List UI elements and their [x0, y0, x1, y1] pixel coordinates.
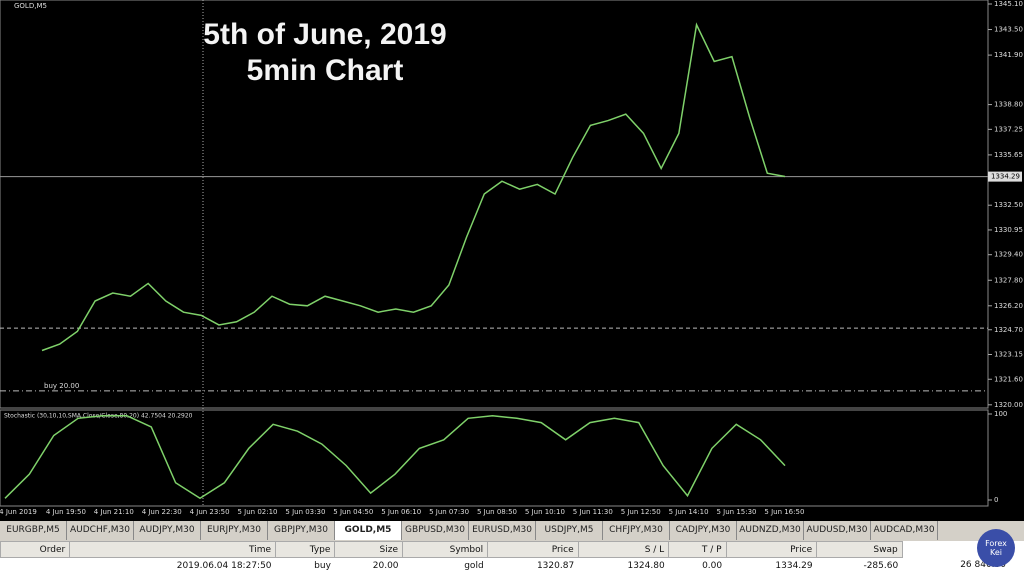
y-tick-label: 1341.90	[994, 51, 1023, 59]
tab[interactable]: AUDCAD,M30	[871, 521, 938, 540]
y-tick-label: 100	[994, 410, 1007, 418]
tab[interactable]: USDJPY,M5	[536, 521, 603, 540]
column-header: T / P	[668, 541, 727, 558]
column-header: Size	[334, 541, 404, 558]
logo-text: Kei	[990, 548, 1002, 557]
x-tick-label: 4 Jun 22:30	[142, 508, 182, 516]
overlay-subtitle: 5min Chart	[247, 54, 404, 87]
x-tick-label: 5 Jun 15:30	[716, 508, 756, 516]
table-cell: 26 840.00	[960, 560, 1006, 571]
x-tick-label: 5 Jun 06:10	[381, 508, 421, 516]
column-header: Price	[725, 541, 818, 558]
stoch-line	[4, 414, 786, 500]
table-cell	[1, 558, 70, 574]
x-tick-label: 5 Jun 11:30	[573, 508, 613, 516]
x-tick-label: 5 Jun 03:30	[285, 508, 325, 516]
table-cell: 20.00	[372, 560, 399, 571]
price-box	[988, 171, 1022, 182]
x-tick-label: 5 Jun 12:50	[621, 508, 661, 516]
y-tick-label: 1324.70	[994, 326, 1023, 334]
table-cell: gold	[464, 560, 484, 571]
x-tick-label: 5 Jun 10:10	[525, 508, 565, 516]
tab[interactable]: AUDCHF,M30	[67, 521, 134, 540]
table-cell: 2019.06.04 18:27:50	[176, 560, 272, 571]
x-tick-label: 5 Jun 14:10	[669, 508, 709, 516]
y-tick-label: 1332.50	[994, 201, 1023, 209]
overlay-title: 5th of June, 2019	[203, 18, 446, 51]
y-tick-label: 1321.60	[994, 375, 1023, 383]
tab[interactable]: CADJPY,M30	[670, 521, 737, 540]
y-tick-label: 1326.20	[994, 302, 1023, 310]
y-tick-label: 1320.00	[994, 401, 1023, 409]
column-header: Time	[69, 541, 277, 558]
y-tick-label: 1323.15	[994, 351, 1023, 359]
tab-bar: EURGBP,M5 AUDCHF,M30 AUDJPY,M30 EURJPY,M30 G…	[0, 521, 1024, 541]
y-tick-label: 1327.80	[994, 276, 1023, 284]
x-tick-label: 4 Jun 19:50	[46, 508, 86, 516]
tab[interactable]: EURJPY,M30	[201, 521, 268, 540]
x-tick-label: 4 Jun 2019	[0, 508, 37, 516]
price-line	[41, 22, 786, 352]
column-header: Order	[0, 541, 71, 558]
x-tick-label: 5 Jun 07:30	[429, 508, 469, 516]
y-tick-label: 1337.25	[994, 125, 1023, 133]
tab[interactable]: GBPJPY,M30	[268, 521, 335, 540]
main-panel	[0, 0, 989, 409]
x-tick-label: 5 Jun 16:50	[764, 508, 804, 516]
tab[interactable]: EURUSD,M30	[469, 521, 536, 540]
table-cell: -285.60	[863, 560, 899, 571]
y-tick-label: 1343.50	[994, 26, 1023, 34]
y-tick-label: 1335.65	[994, 151, 1023, 159]
table-row: 2019.06.04 18:27:50 buy 20.00 gold 1320.87 13…	[1, 558, 1011, 574]
logo: Forex Kei	[977, 529, 1015, 567]
column-header: Type	[275, 541, 336, 558]
tab[interactable]: CHFJPY,M30	[603, 521, 670, 540]
logo-text: Forex	[985, 539, 1007, 548]
tab[interactable]: AUDNZD,M30	[737, 521, 804, 540]
column-header: Swap	[816, 541, 903, 558]
x-tick-label: 5 Jun 08:50	[477, 508, 517, 516]
table-cell: buy	[314, 560, 331, 571]
table-cell: 1334.29	[775, 560, 813, 571]
current-price: 1334.29	[991, 173, 1020, 181]
tab[interactable]: GBPUSD,M30	[402, 521, 469, 540]
tab[interactable]: AUDJPY,M30	[134, 521, 201, 540]
tab[interactable]: GOLD,M5	[335, 521, 402, 540]
x-tick-label: 5 Jun 04:50	[333, 508, 373, 516]
stoch-panel	[0, 409, 989, 507]
x-tick-label: 5 Jun 02:10	[237, 508, 277, 516]
table-cell: 0.00	[702, 560, 723, 571]
tab[interactable]: AUDUSD,M30	[804, 521, 871, 540]
buy-label: buy 20.00	[44, 382, 79, 390]
y-tick-label: 1345.10	[994, 0, 1023, 8]
tab[interactable]: EURGBP,M5	[0, 521, 67, 540]
y-tick-label: 1329.40	[994, 251, 1023, 259]
column-header: Price	[487, 541, 579, 558]
y-tick-label: 1338.80	[994, 101, 1023, 109]
table-cell: 1324.80	[627, 560, 665, 571]
x-tick-label: 4 Jun 23:50	[190, 508, 230, 516]
table-cell: 1320.87	[536, 560, 575, 571]
symbol-label: GOLD,M5	[14, 2, 47, 10]
column-header: Symbol	[402, 541, 489, 558]
column-header: S / L	[577, 541, 670, 558]
y-tick-label: 0	[994, 496, 998, 504]
y-tick-label: 1330.95	[994, 226, 1023, 234]
chart-window: GOLD,M5 5th of June, 2019 5min Chart Sto…	[0, 0, 1023, 516]
x-tick-label: 4 Jun 21:10	[94, 508, 134, 516]
